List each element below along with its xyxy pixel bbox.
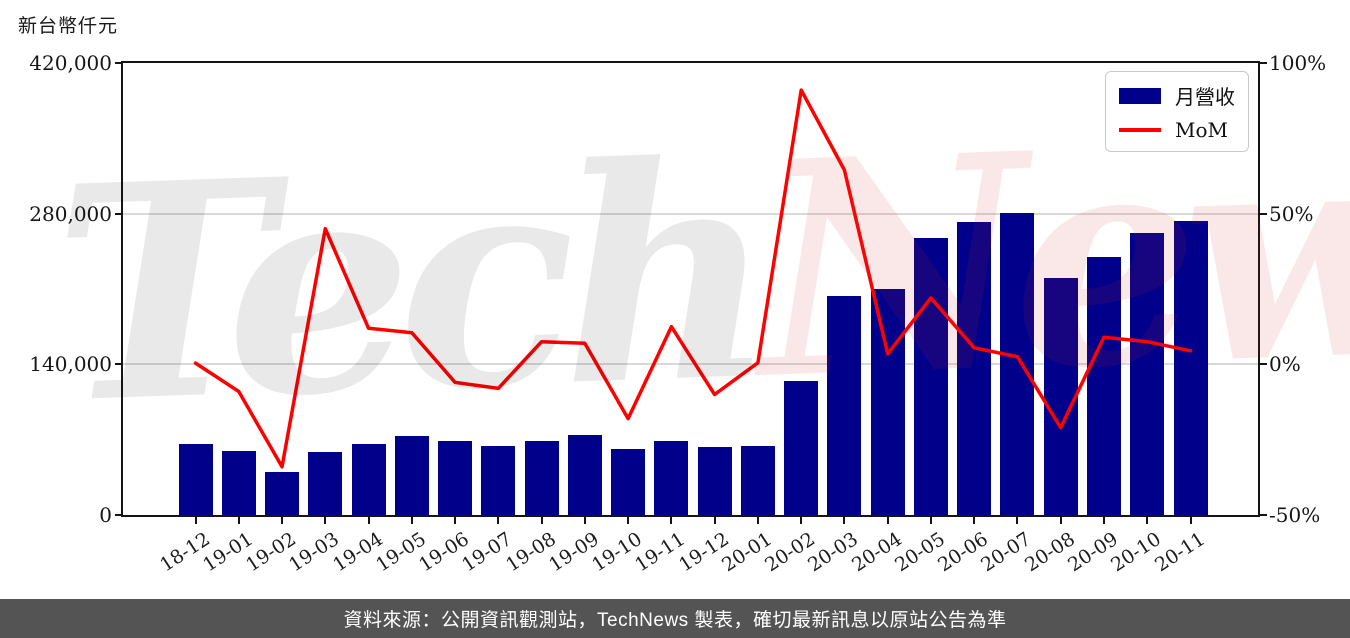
x-axis-tickmark-19-05 [410, 517, 413, 524]
right-axis-tick-label-100%: 100% [1269, 51, 1327, 75]
bar-19-11 [654, 441, 689, 515]
left-axis-tickmark [115, 212, 122, 215]
bar-19-09 [567, 434, 602, 515]
legend-item-mom: MoM [1119, 118, 1235, 142]
chart-unit-label: 新台幣仟元 [18, 15, 119, 37]
plot-area: 月營收 MoM [121, 61, 1260, 517]
x-axis-tick-label-19-07: 19-07 [458, 528, 517, 577]
bar-19-01 [221, 450, 256, 515]
x-axis-tickmark-19-01 [237, 517, 240, 524]
x-axis-tickmark-20-05 [929, 517, 932, 524]
legend-item-revenue: 月營收 [1119, 81, 1235, 110]
x-axis-tick-label-20-09: 20-09 [1064, 528, 1122, 577]
x-axis-tickmark-19-07 [497, 517, 500, 524]
legend: 月營收 MoM [1105, 71, 1249, 152]
legend-bar-label: 月營收 [1175, 85, 1235, 109]
x-axis-tick-label-20-10: 20-10 [1107, 528, 1166, 577]
bar-20-08 [1043, 278, 1078, 515]
left-axis-tick-label-420,000: 420,000 [29, 51, 112, 75]
gridline-140000 [123, 363, 1258, 366]
left-axis-tickmark [115, 514, 122, 516]
right-axis-tick-label-50%: 50% [1269, 201, 1314, 226]
bar-19-05 [394, 435, 429, 515]
x-axis-tickmark-20-06 [973, 517, 976, 524]
x-axis-tickmark-20-10 [1146, 517, 1149, 524]
left-axis-tick-label-280,000: 280,000 [29, 201, 112, 226]
bar-19-07 [481, 446, 516, 515]
x-axis-tick-label-20-01: 20-01 [717, 528, 776, 577]
x-axis-tick-label-19-04: 19-04 [328, 528, 387, 577]
footer-bar: 資料來源：公開資訊觀測站，TechNews 製表，確切最新訊息以原站公告為準 [0, 599, 1350, 638]
footer-source-text: 資料來源：公開資訊觀測站，TechNews 製表，確切最新訊息以原站公告為準 [343, 610, 1007, 631]
x-axis-tickmark-20-04 [886, 517, 889, 524]
right-axis-tickmark [1260, 363, 1267, 366]
x-axis-tickmark-19-09 [583, 517, 586, 524]
bar-20-11 [1173, 220, 1208, 515]
mom-line [193, 88, 1193, 469]
x-axis-tickmark-20-02 [800, 517, 803, 524]
x-axis-tick-label-18-12: 18-12 [155, 528, 214, 577]
bar-20-03 [827, 296, 862, 515]
x-axis-tickmark-19-03 [324, 517, 327, 524]
left-axis-tick-label-140,000: 140,000 [29, 352, 112, 377]
mom-line-series [193, 88, 1193, 469]
x-axis-tick-label-20-08: 20-08 [1020, 528, 1079, 577]
x-axis-tick-label-19-08: 19-08 [501, 528, 560, 577]
x-axis-tick-label-19-05: 19-05 [371, 528, 430, 577]
x-axis-tickmark-20-01 [756, 517, 759, 524]
bar-19-03 [308, 452, 343, 515]
bar-20-09 [1086, 256, 1121, 515]
x-axis-tickmark-20-09 [1102, 517, 1105, 524]
bar-19-02 [265, 472, 300, 515]
x-axis-tick-label-19-03: 19-03 [285, 528, 344, 577]
x-axis-tickmark-20-08 [1059, 517, 1062, 524]
x-axis-tickmark-19-12 [713, 517, 716, 524]
x-axis-tick-label-20-03: 20-03 [804, 528, 863, 577]
right-axis-tickmark [1260, 62, 1267, 64]
x-axis-tickmark-19-02 [281, 517, 284, 524]
x-axis-tick-label-19-12: 19-12 [674, 528, 733, 577]
x-axis-tickmark-19-04 [367, 517, 370, 524]
x-axis-tick-label-20-11: 20-11 [1150, 528, 1209, 577]
right-axis-tickmark [1260, 212, 1267, 215]
bar-20-05 [913, 238, 948, 515]
bar-20-06 [957, 221, 992, 515]
x-axis-tickmark-18-12 [194, 517, 197, 524]
bar-19-04 [351, 443, 386, 515]
x-axis-tick-label-19-01: 19-01 [198, 528, 257, 577]
x-axis-tick-label-20-05: 20-05 [890, 528, 949, 577]
right-axis-tick-label--50%: -50% [1269, 503, 1321, 527]
x-axis-tickmark-19-06 [454, 517, 457, 524]
right-axis-tickmark [1260, 514, 1267, 516]
legend-line-swatch [1119, 127, 1161, 133]
bar-20-01 [740, 446, 775, 515]
x-axis-tickmark-19-10 [627, 517, 630, 524]
gridline-280000 [123, 212, 1258, 215]
x-axis-tickmark-20-03 [843, 517, 846, 524]
x-axis-tick-label-20-04: 20-04 [847, 528, 906, 577]
x-axis-tickmark-19-11 [670, 517, 673, 524]
left-axis-tickmark [115, 62, 122, 64]
x-axis-tickmark-20-07 [1016, 517, 1019, 524]
left-axis-tick-label-0: 0 [99, 503, 112, 527]
bar-20-04 [870, 289, 905, 515]
bar-19-10 [611, 448, 646, 515]
bar-19-12 [697, 447, 732, 515]
bar-19-08 [524, 441, 559, 515]
legend-line-label: MoM [1175, 118, 1228, 142]
bar-20-07 [1000, 213, 1035, 515]
x-axis-tickmark-20-11 [1189, 517, 1192, 524]
x-axis-tick-label-19-11: 19-11 [631, 528, 690, 577]
bar-20-02 [784, 381, 819, 515]
bar-18-12 [178, 443, 213, 515]
x-axis-tick-label-20-07: 20-07 [977, 528, 1036, 577]
x-axis-tick-label-19-09: 19-09 [544, 528, 603, 577]
legend-bar-swatch [1119, 87, 1161, 104]
right-axis-tick-label-0%: 0% [1269, 352, 1301, 377]
x-axis-tickmark-19-08 [540, 517, 543, 524]
bar-19-06 [438, 440, 473, 515]
bar-20-10 [1130, 233, 1165, 515]
left-axis-tickmark [115, 363, 122, 366]
